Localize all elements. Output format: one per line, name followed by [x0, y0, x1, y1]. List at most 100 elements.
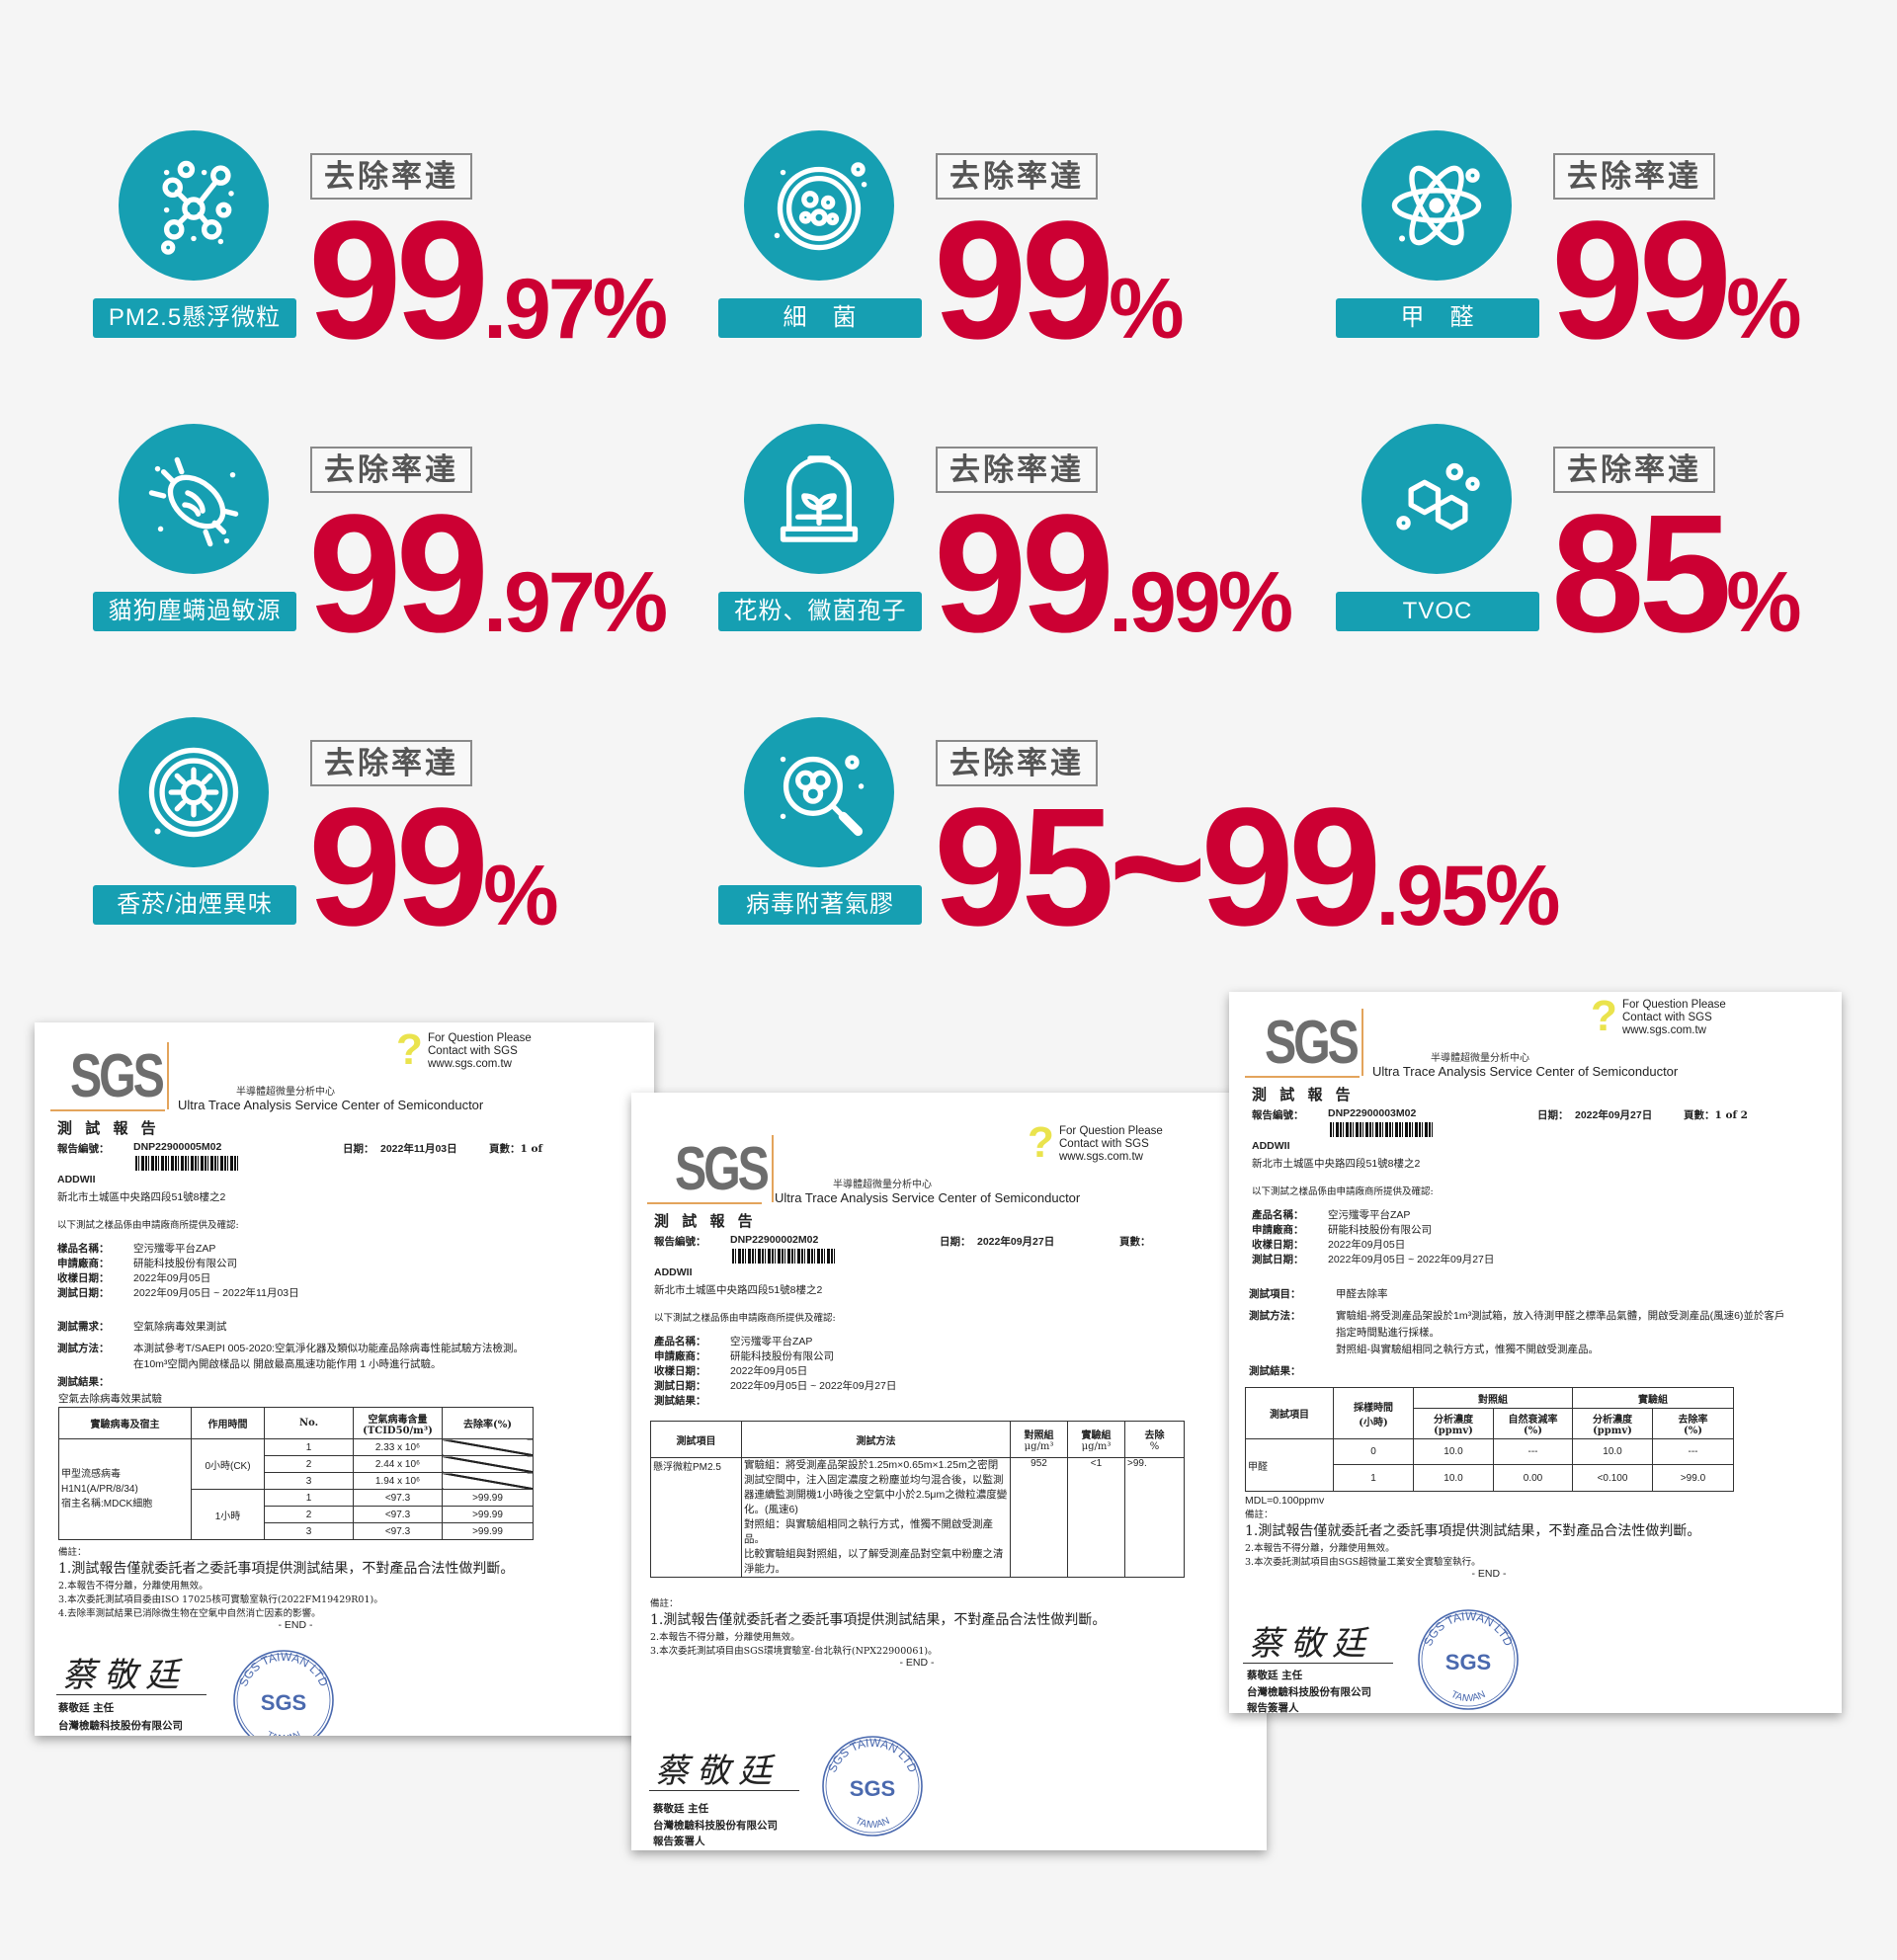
- svg-text:SGS TAIWAN LTD: SGS TAIWAN LTD: [1421, 1609, 1516, 1649]
- rate-integer: 85: [1551, 480, 1732, 668]
- removal-rate-badge: 去除率達: [936, 740, 1098, 786]
- sgs-report-virus: SGS ? For Question Please Contact with SG…: [35, 1022, 654, 1736]
- removal-rate-badge: 去除率達: [310, 740, 472, 786]
- atom-icon: [1361, 130, 1512, 281]
- table-cell: 1: [264, 1489, 354, 1507]
- host-name: 宿主名稱:MDCK細胞: [61, 1499, 153, 1510]
- col-header-unit: (小時): [1359, 1417, 1388, 1429]
- table-cell: 10.0: [1413, 1464, 1494, 1492]
- removal-rate-value: 99.99%: [934, 490, 1293, 658]
- col-header-line: 去除: [1144, 1430, 1165, 1441]
- col-header: No.: [264, 1407, 354, 1439]
- hexagon-molecule-icon: [1361, 424, 1512, 574]
- page-count: 頁數：1 of: [489, 1143, 542, 1155]
- col-header: 測試項目: [650, 1421, 742, 1458]
- date-label: 日期：: [940, 1236, 971, 1248]
- report-no-label: 報告編號：: [1252, 1109, 1304, 1121]
- signer: 蔡敬廷 主任: [1247, 1670, 1303, 1681]
- contact-line: Contact with SGS: [1059, 1138, 1149, 1150]
- rate-integer: 99: [934, 187, 1114, 374]
- question-mark-icon: ?: [1591, 992, 1617, 1040]
- removal-rate-badge: 去除率達: [310, 153, 472, 200]
- removal-rate-value: 99%: [1551, 197, 1802, 365]
- col-header-line: 分析濃度: [1593, 1415, 1632, 1426]
- time-cell: 0小時(CK): [191, 1438, 265, 1490]
- table-cell: >99.: [1124, 1457, 1185, 1578]
- col-header: 作用時間: [191, 1407, 265, 1439]
- logo-rule: [167, 1042, 169, 1109]
- report-title: 測 試 報 告: [654, 1212, 757, 1230]
- item-value: 甲醛去除率: [1336, 1288, 1388, 1300]
- removal-card: PM2.5懸浮微粒 去除率達 99.97%: [93, 128, 686, 385]
- logo-rule: [772, 1135, 774, 1202]
- method-text: 比較實驗組與對照組，以了解受測產品對空氣中粉塵之清淨能力。: [744, 1548, 1004, 1575]
- table-cell: >99.99: [442, 1522, 534, 1540]
- col-header-unit: (TCID50/m³): [363, 1425, 433, 1436]
- notes-label: 備註：: [1245, 1510, 1274, 1520]
- stamp-ring-text: SGS TAIWAN LTD: [825, 1736, 920, 1775]
- result-label: 測試結果：: [1249, 1365, 1301, 1377]
- col-header: 採樣時間 (小時): [1333, 1387, 1414, 1439]
- center-name-en: Ultra Trace Analysis Service Center of S…: [1372, 1064, 1679, 1079]
- removal-rate-badge: 去除率達: [1553, 447, 1715, 493]
- note: 1.測試報告僅就委託者之委託事項提供測試結果，不對產品合法性做判斷。: [1245, 1523, 1701, 1539]
- removal-rate-value: 99%: [308, 783, 559, 951]
- table-cell: 1: [264, 1438, 354, 1456]
- note: 1.測試報告僅就委託者之委託事項提供測試結果，不對產品合法性做判斷。: [58, 1561, 515, 1577]
- rate-percent: %: [1217, 555, 1293, 650]
- col-header: 分析濃度 (ppmv): [1572, 1408, 1653, 1439]
- col-header-unit: (%): [1684, 1426, 1702, 1436]
- field-label: 申請廠商：: [57, 1258, 110, 1269]
- field-value: 空污殲零平台ZAP: [1328, 1209, 1411, 1221]
- note: 3.本次委託測試項目由SGS超微量工業安全實驗室執行。: [1245, 1557, 1481, 1568]
- col-header-unit: (%): [1524, 1426, 1542, 1436]
- sgs-logo: SGS: [70, 1042, 165, 1110]
- contact-line: Contact with SGS: [1622, 1012, 1712, 1023]
- table-cell: >99.99: [442, 1506, 534, 1523]
- removal-card: 甲 醛 去除率達 99%: [1336, 128, 1897, 385]
- method-line: 本測試參考T/SAEPI 005-2020:空氣淨化器及類似功能產品除病毒性能試…: [133, 1343, 524, 1354]
- removal-card: 花粉、黴菌孢子 去除率達 99.99%: [718, 422, 1311, 679]
- report-no: DNP22900003M02: [1328, 1107, 1417, 1119]
- rate-percent: %: [1726, 555, 1801, 650]
- pollutant-label: 香菸/油煙異味: [93, 885, 296, 925]
- table-cell: <0.100: [1572, 1464, 1653, 1492]
- client-address: 新北市土城區中央路四段51號8樓之2: [57, 1191, 226, 1203]
- petri-dish-icon: [744, 130, 894, 281]
- end-marker: - END -: [1471, 1568, 1507, 1580]
- result-title: 空氣去除病毒效果試驗: [58, 1393, 162, 1405]
- table-cell: >99.99: [442, 1489, 534, 1507]
- field-value: 2022年09月05日: [1328, 1239, 1406, 1251]
- table-cell: 2.44 x 10⁶: [353, 1455, 443, 1473]
- stamp-center-text: SGS: [850, 1776, 895, 1801]
- requirement-label: 測試需求：: [57, 1321, 110, 1333]
- field-label: 樣品名稱：: [57, 1243, 110, 1255]
- rate-decimal: .97: [483, 555, 596, 650]
- field-label: 收樣日期：: [654, 1365, 706, 1377]
- removal-rate-value: 85%: [1551, 490, 1802, 658]
- client-name: ADDWII: [57, 1174, 96, 1185]
- removal-rate-value: 95~99.95%: [934, 783, 1561, 951]
- signatory: 報告簽署人: [653, 1836, 705, 1847]
- method-label: 測試方法：: [1249, 1310, 1301, 1322]
- field-label: 測試日期：: [654, 1380, 706, 1392]
- table-cell: ---: [1493, 1438, 1573, 1465]
- svg-text:SGS TAIWAN LTD: SGS TAIWAN LTD: [825, 1736, 920, 1775]
- sgs-report-formaldehyde: SGS ? For Question Please Contact with SG…: [1229, 992, 1842, 1713]
- method-label: 測試方法：: [57, 1343, 110, 1354]
- removal-card: 香菸/油煙異味 去除率達 99%: [93, 715, 686, 972]
- rate-integer: 99: [1551, 187, 1732, 374]
- center-name-cn: 半導體超微量分析中心: [1431, 1053, 1529, 1064]
- report-no-label: 報告編號：: [654, 1236, 706, 1248]
- col-group-header: 實驗組: [1572, 1387, 1734, 1409]
- barcode: [1330, 1122, 1433, 1137]
- time-cell: 1小時: [191, 1489, 265, 1540]
- logo-rule: [1245, 1076, 1360, 1078]
- particle-network-icon: [119, 130, 269, 281]
- field-value: 空污殲零平台ZAP: [133, 1243, 216, 1255]
- report-no: DNP22900002M02: [730, 1234, 819, 1246]
- method-line: 指定時間點進行採樣。: [1336, 1327, 1440, 1339]
- col-header-unit: μg/m³: [1081, 1441, 1112, 1452]
- stamp-bottom-text: TAIWAN: [265, 1730, 303, 1736]
- bell-jar-plant-icon: [744, 424, 894, 574]
